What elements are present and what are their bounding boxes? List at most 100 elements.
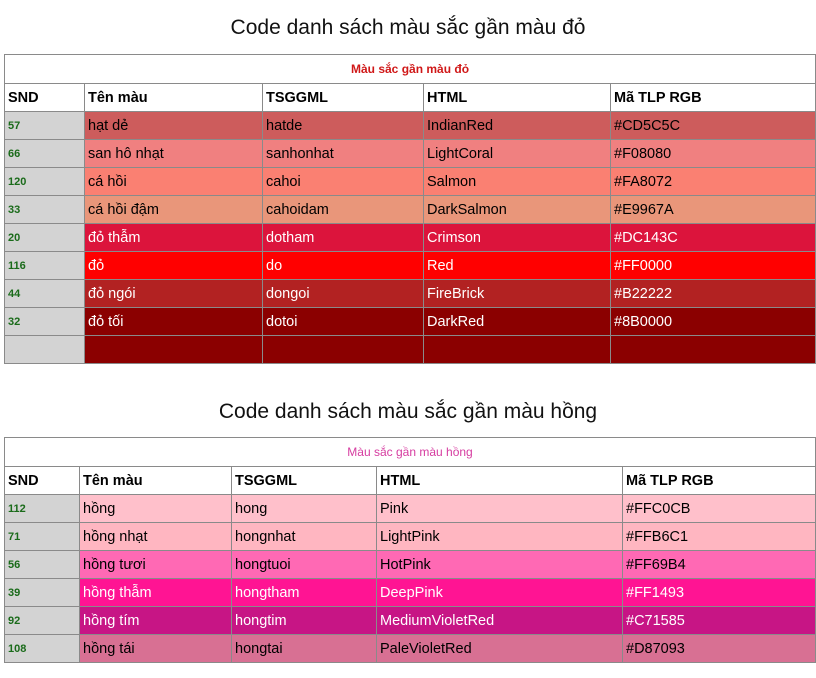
- cell-snd: 120: [4, 167, 85, 196]
- table-row: 71 hồng nhạt hongnhat LightPink #FFB6C1: [4, 522, 816, 551]
- cell-color-name: hồng thẫm: [79, 578, 232, 607]
- cell-snd: 56: [4, 550, 80, 579]
- cell-color-name: hồng: [79, 494, 232, 523]
- red-colors-table: Màu sắc gần màu đỏ SND Tên màu TSGGML HT…: [3, 54, 816, 364]
- cell-tsggml: dongoi: [262, 279, 424, 308]
- cell-html: Red: [423, 251, 611, 280]
- cell-rgb: #CD5C5C: [609, 111, 816, 140]
- empty-table-row: [4, 335, 816, 364]
- table-row: 57 hạt dẻ hatde IndianRed #CD5C5C: [4, 111, 816, 140]
- cell-rgb: #FF1493: [621, 578, 816, 607]
- cell-html: LightPink: [376, 522, 623, 551]
- table-row: 108 hồng tái hongtai PaleVioletRed #D87093: [4, 634, 816, 663]
- table-header-row: SND Tên màu TSGGML HTML Mã TLP RGB: [4, 83, 816, 112]
- table-row: 39 hồng thẫm hongtham DeepPink #FF1493: [4, 578, 816, 607]
- cell-tsggml: dotoi: [262, 307, 424, 336]
- cell-html: FireBrick: [423, 279, 611, 308]
- table-header-row: SND Tên màu TSGGML HTML Mã TLP RGB: [4, 466, 816, 495]
- table-caption-row: Màu sắc gần màu hồng: [3, 437, 816, 467]
- page-title-red: Code danh sách màu sắc gần màu đỏ: [230, 16, 586, 39]
- cell-snd: 116: [4, 251, 85, 280]
- cell-tsggml: do: [262, 251, 424, 280]
- table-caption-row: Màu sắc gần màu đỏ: [3, 54, 816, 84]
- cell-color-name: san hô nhạt: [84, 139, 263, 168]
- cell-color-name: đỏ ngói: [84, 279, 263, 308]
- cell-color-name: hồng nhạt: [79, 522, 232, 551]
- cell-rgb: #FF0000: [609, 251, 816, 280]
- cell-tsggml: dotham: [262, 223, 424, 252]
- cell-color-name: cá hồi đậm: [84, 195, 263, 224]
- cell-snd: 108: [4, 634, 80, 663]
- header-tsggml: TSGGML: [262, 83, 424, 112]
- table-row: 92 hồng tím hongtim MediumVioletRed #C71585: [4, 606, 816, 635]
- cell-snd: 32: [4, 307, 85, 336]
- empty-cell: [262, 335, 424, 364]
- cell-snd: 57: [4, 111, 85, 140]
- cell-html: DarkSalmon: [423, 195, 611, 224]
- cell-html: Crimson: [423, 223, 611, 252]
- cell-rgb: #F08080: [609, 139, 816, 168]
- cell-rgb: #DC143C: [609, 223, 816, 252]
- cell-color-name: hồng tươi: [79, 550, 232, 579]
- table-row: 112 hồng hong Pink #FFC0CB: [4, 494, 816, 523]
- cell-snd: 33: [4, 195, 85, 224]
- cell-html: HotPink: [376, 550, 623, 579]
- header-rgb: Mã TLP RGB: [621, 466, 816, 495]
- table-row: 32 đỏ tối dotoi DarkRed #8B0000: [4, 307, 816, 336]
- pink-colors-table: Màu sắc gần màu hồng SND Tên màu TSGGML …: [3, 437, 816, 663]
- cell-snd: 71: [4, 522, 80, 551]
- table-row: 56 hồng tươi hongtuoi HotPink #FF69B4: [4, 550, 816, 579]
- cell-color-name: hạt dẻ: [84, 111, 263, 140]
- cell-tsggml: hongnhat: [231, 522, 377, 551]
- cell-snd: 39: [4, 578, 80, 607]
- cell-tsggml: hongtham: [231, 578, 377, 607]
- page-title-pink: Code danh sách màu sắc gần màu hồng: [218, 400, 598, 423]
- cell-rgb: #D87093: [621, 634, 816, 663]
- table-row: 20 đỏ thẫm dotham Crimson #DC143C: [4, 223, 816, 252]
- cell-rgb: #C71585: [621, 606, 816, 635]
- table-row: 44 đỏ ngói dongoi FireBrick #B22222: [4, 279, 816, 308]
- cell-snd: 112: [4, 494, 80, 523]
- header-color-name: Tên màu: [79, 466, 232, 495]
- cell-tsggml: hongtim: [231, 606, 377, 635]
- cell-html: DarkRed: [423, 307, 611, 336]
- table-row: 116 đỏ do Red #FF0000: [4, 251, 816, 280]
- cell-rgb: #FFC0CB: [621, 494, 816, 523]
- cell-snd: 44: [4, 279, 85, 308]
- cell-rgb: #E9967A: [609, 195, 816, 224]
- header-snd: SND: [4, 466, 80, 495]
- cell-rgb: #B22222: [609, 279, 816, 308]
- cell-tsggml: hongtuoi: [231, 550, 377, 579]
- empty-cell: [609, 335, 816, 364]
- table-caption: Màu sắc gần màu đỏ: [3, 54, 816, 84]
- header-rgb: Mã TLP RGB: [609, 83, 816, 112]
- empty-cell: [84, 335, 263, 364]
- header-tsggml: TSGGML: [231, 466, 377, 495]
- cell-color-name: cá hồi: [84, 167, 263, 196]
- cell-html: IndianRed: [423, 111, 611, 140]
- empty-cell: [4, 335, 85, 364]
- cell-rgb: #FFB6C1: [621, 522, 816, 551]
- header-color-name: Tên màu: [84, 83, 263, 112]
- cell-html: MediumVioletRed: [376, 606, 623, 635]
- table-caption: Màu sắc gần màu hồng: [3, 437, 816, 467]
- table-row: 33 cá hồi đậm cahoidam DarkSalmon #E9967A: [4, 195, 816, 224]
- header-html: HTML: [376, 466, 623, 495]
- cell-snd: 20: [4, 223, 85, 252]
- cell-rgb: #8B0000: [609, 307, 816, 336]
- table-row: 120 cá hồi cahoi Salmon #FA8072: [4, 167, 816, 196]
- empty-cell: [423, 335, 611, 364]
- header-html: HTML: [423, 83, 611, 112]
- cell-tsggml: cahoi: [262, 167, 424, 196]
- cell-tsggml: cahoidam: [262, 195, 424, 224]
- header-snd: SND: [4, 83, 85, 112]
- cell-tsggml: hong: [231, 494, 377, 523]
- cell-snd: 66: [4, 139, 85, 168]
- cell-tsggml: hongtai: [231, 634, 377, 663]
- cell-tsggml: sanhonhat: [262, 139, 424, 168]
- cell-color-name: đỏ tối: [84, 307, 263, 336]
- cell-color-name: đỏ: [84, 251, 263, 280]
- cell-tsggml: hatde: [262, 111, 424, 140]
- cell-html: Pink: [376, 494, 623, 523]
- cell-color-name: hồng tái: [79, 634, 232, 663]
